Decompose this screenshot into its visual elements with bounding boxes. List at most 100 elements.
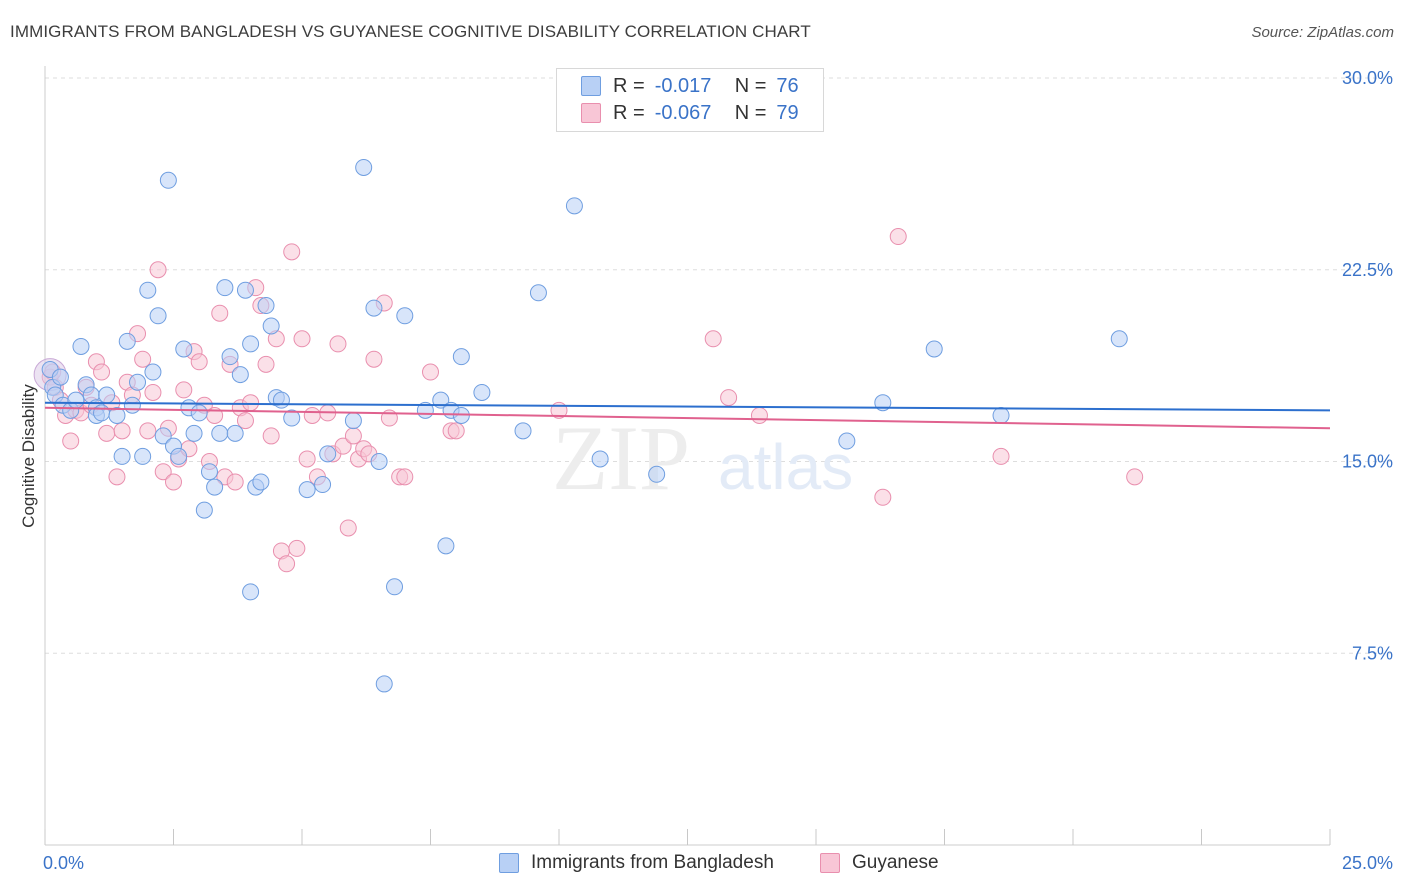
watermark-zip: ZIP	[552, 407, 690, 509]
bangladesh-point	[118, 332, 136, 350]
bangladesh-point	[108, 406, 126, 424]
guyanese-point	[293, 330, 311, 348]
bangladesh-point	[144, 363, 162, 381]
guyanese-point	[889, 228, 907, 246]
bangladesh-point	[375, 675, 393, 693]
y-tick-label: 30.0%	[1342, 68, 1393, 88]
guyanese-point	[165, 473, 182, 491]
guyanese-point	[175, 381, 193, 399]
bangladesh-point	[262, 317, 280, 335]
grid-lines	[45, 77, 1392, 654]
bangladesh-point	[925, 340, 943, 358]
source-note: Source: ZipAtlas.com	[1251, 24, 1394, 41]
pink-swatch	[820, 853, 840, 873]
guyanese-point	[344, 427, 362, 445]
bangladesh-point	[283, 409, 301, 427]
bangladesh-point	[386, 578, 404, 596]
guyanese-point	[113, 422, 131, 440]
bangladesh-point	[370, 453, 388, 470]
bangladesh-point	[134, 447, 152, 465]
guyanese-point	[422, 363, 439, 381]
y-tick-label: 7.5%	[1352, 643, 1393, 663]
guyanese-point	[365, 350, 383, 368]
legend-item-guyanese[interactable]: Guyanese	[820, 852, 939, 874]
bangladesh-point	[200, 463, 218, 481]
bangladesh-point	[139, 281, 157, 299]
bangladesh-point	[272, 391, 290, 409]
blue-swatch	[581, 76, 601, 96]
bangladesh-point	[838, 432, 856, 450]
bangladesh-point	[365, 299, 383, 317]
x-tick-label: 0.0%	[43, 853, 84, 873]
bangladesh-point	[992, 406, 1010, 424]
bangladesh-point	[129, 373, 147, 391]
legend-label: Immigrants from Bangladesh	[531, 852, 774, 873]
bangladesh-point	[514, 422, 532, 440]
bangladesh-point	[216, 279, 234, 297]
guyanese-point	[154, 463, 172, 481]
bangladesh-point	[154, 427, 172, 445]
bangladesh-point	[344, 412, 362, 430]
guyanese-point	[720, 389, 738, 407]
bangladesh-point	[93, 404, 111, 422]
legend-item-bangladesh[interactable]: Immigrants from Bangladesh	[499, 852, 774, 874]
x-tick-label: 25.0%	[1342, 853, 1393, 873]
bangladesh-point	[648, 465, 666, 483]
guyanese-point	[298, 450, 316, 468]
pink-swatch	[581, 103, 601, 123]
guyanese-point	[396, 468, 414, 486]
bangladesh-point	[591, 450, 609, 468]
bangladesh-point	[170, 447, 188, 465]
bangladesh-point	[195, 501, 213, 519]
guyanese-point	[98, 424, 116, 442]
bangladesh-point	[236, 281, 254, 299]
bangladesh-point	[175, 340, 193, 358]
series-legend: Immigrants from Bangladesh Guyanese	[0, 852, 1406, 878]
bangladesh-point	[242, 583, 260, 601]
bangladesh-point	[529, 284, 547, 302]
guyanese-point	[134, 350, 152, 368]
guyanese-trend-line	[44, 406, 1331, 430]
guyanese-point	[704, 330, 722, 348]
guyanese-point	[242, 394, 260, 412]
bangladesh-point	[190, 404, 208, 422]
trend-lines	[44, 401, 1331, 430]
guyanese-point	[93, 363, 111, 381]
bangladesh-point	[221, 348, 239, 366]
bangladesh-point	[149, 307, 167, 325]
axes	[44, 66, 1331, 846]
bangladesh-point	[123, 396, 141, 414]
guyanese-point	[447, 422, 465, 440]
stats-legend: R = -0.017 N = 76 R = -0.067 N = 79	[556, 68, 824, 132]
bangladesh-point	[437, 537, 455, 555]
guyanese-point	[262, 427, 280, 445]
legend-label: Guyanese	[852, 852, 939, 873]
guyanese-point	[257, 355, 275, 373]
r-label: R =	[613, 101, 645, 124]
bangladesh-point	[473, 383, 491, 401]
bangladesh-point	[226, 424, 244, 442]
bangladesh-point	[185, 424, 203, 442]
blue-swatch	[499, 853, 519, 873]
bangladesh-point	[231, 366, 249, 384]
guyanese-points	[33, 228, 1144, 573]
bangladesh-point	[252, 473, 270, 491]
guyanese-point	[139, 422, 157, 440]
guyanese-point	[149, 261, 167, 279]
guyanese-point	[278, 555, 296, 573]
r-value: -0.067	[654, 101, 712, 124]
bangladesh-point	[98, 386, 116, 404]
guyanese-point	[992, 447, 1010, 465]
bangladesh-point	[452, 348, 470, 366]
bangladesh-point	[257, 297, 275, 315]
bangladesh-point	[211, 424, 229, 442]
guyanese-point	[236, 412, 254, 430]
bangladesh-points	[41, 158, 1128, 693]
n-label: N =	[734, 74, 767, 97]
bangladesh-point	[72, 337, 90, 355]
guyanese-point	[144, 383, 162, 401]
guyanese-point	[211, 304, 229, 322]
guyanese-point	[1126, 468, 1144, 486]
n-value: 79	[776, 101, 799, 124]
